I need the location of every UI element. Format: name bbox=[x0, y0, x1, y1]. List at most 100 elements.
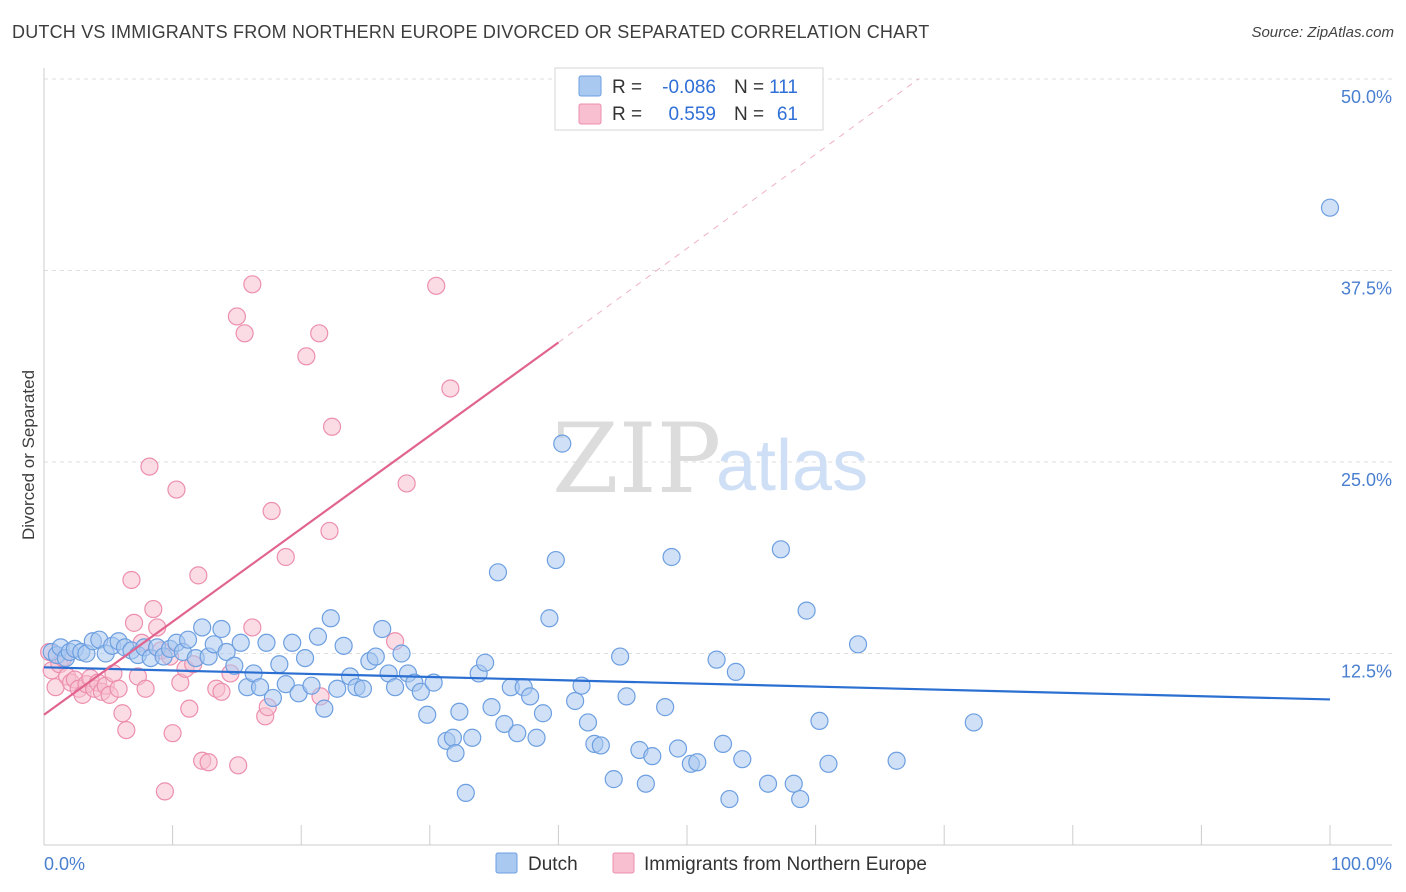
dutch-point bbox=[446, 743, 465, 763]
dutch-point bbox=[257, 633, 276, 652]
series-dutch bbox=[42, 198, 1340, 809]
dutch-point bbox=[193, 618, 212, 637]
dutch-point bbox=[707, 650, 726, 669]
legend-r-label: R = bbox=[612, 104, 642, 125]
dutch-point bbox=[328, 679, 347, 698]
immigrants-point bbox=[163, 724, 182, 743]
dutch-point bbox=[392, 644, 411, 663]
dutch-point bbox=[418, 705, 437, 724]
dutch-point bbox=[713, 734, 733, 753]
immigrants-trend-line bbox=[43, 341, 560, 716]
dutch-point bbox=[688, 753, 707, 772]
dutch-point bbox=[964, 713, 983, 732]
dutch-point bbox=[771, 540, 790, 559]
dutch-point bbox=[385, 678, 405, 697]
immigrants-point bbox=[180, 699, 199, 718]
dutch-point bbox=[887, 751, 906, 770]
immigrants-point bbox=[322, 417, 342, 436]
dutch-point bbox=[1320, 198, 1340, 217]
immigrants-point bbox=[109, 679, 128, 698]
immigrants-point bbox=[227, 307, 246, 326]
dutch-point bbox=[231, 633, 250, 652]
x-tick-label: 100.0% bbox=[1331, 854, 1392, 874]
dutch-point bbox=[373, 619, 392, 639]
immigrants-trend-extension bbox=[558, 78, 919, 343]
dutch-point bbox=[656, 698, 675, 717]
dutch-point bbox=[617, 687, 636, 706]
bottom-legend-swatch-immigrants bbox=[612, 852, 635, 874]
immigrants-point bbox=[189, 566, 208, 585]
dutch-point bbox=[366, 647, 385, 666]
legend-r-value: 0.559 bbox=[668, 104, 716, 125]
immigrants-point bbox=[212, 682, 231, 701]
dutch-point bbox=[604, 770, 623, 789]
dutch-point bbox=[302, 676, 321, 695]
dutch-point bbox=[424, 673, 443, 692]
immigrants-point bbox=[113, 704, 132, 723]
dutch-point bbox=[283, 633, 302, 652]
dutch-point bbox=[540, 609, 559, 628]
dutch-point bbox=[527, 728, 546, 747]
immigrants-point bbox=[262, 501, 281, 521]
y-tick-label: 37.5% bbox=[1341, 279, 1392, 299]
source-label: Source: ZipAtlas.com bbox=[1251, 24, 1394, 41]
legend-swatch-immigrants bbox=[578, 103, 602, 125]
dutch-point bbox=[546, 550, 565, 570]
dutch-point bbox=[643, 747, 662, 766]
dutch-point bbox=[443, 728, 463, 747]
dutch-point bbox=[733, 750, 752, 769]
dutch-point bbox=[250, 678, 270, 697]
dutch-point bbox=[334, 636, 353, 655]
immigrants-point bbox=[441, 379, 460, 398]
dutch-trend-line bbox=[43, 666, 1331, 701]
y-tick-label: 50.0% bbox=[1341, 87, 1392, 107]
legend-box: R = -0.086 N = 111 R = 0.559 N = 61 bbox=[554, 67, 824, 131]
watermark: ZIP atlas bbox=[552, 403, 868, 515]
dutch-point bbox=[848, 635, 868, 654]
dutch-point bbox=[578, 713, 598, 732]
dutch-point bbox=[521, 687, 540, 706]
dutch-point bbox=[791, 789, 810, 809]
series-immigrants bbox=[40, 275, 460, 801]
dutch-point bbox=[482, 698, 501, 717]
legend-r-value: -0.086 bbox=[662, 77, 716, 98]
immigrants-point bbox=[397, 474, 416, 493]
immigrants-point bbox=[117, 720, 136, 740]
dutch-point bbox=[720, 789, 739, 809]
immigrants-point bbox=[140, 457, 159, 476]
immigrants-point bbox=[122, 570, 141, 590]
axes bbox=[43, 68, 1392, 846]
dutch-point bbox=[178, 630, 198, 649]
dutch-point bbox=[553, 434, 572, 453]
legend-swatch-dutch bbox=[578, 75, 602, 97]
immigrants-point bbox=[136, 679, 155, 698]
immigrants-point bbox=[104, 664, 123, 683]
dutch-point bbox=[533, 704, 553, 723]
immigrants-point bbox=[427, 276, 446, 295]
dutch-point bbox=[797, 601, 816, 620]
dutch-point bbox=[463, 728, 482, 747]
y-tick-labels: 12.5% 25.0% 37.5% 50.0% bbox=[1341, 87, 1392, 682]
dutch-point bbox=[566, 691, 585, 711]
dutch-point bbox=[726, 662, 745, 681]
immigrants-point bbox=[155, 782, 174, 801]
dutch-point bbox=[495, 714, 514, 734]
legend-n-label: N = bbox=[734, 104, 764, 125]
legend-n-value: 61 bbox=[777, 104, 798, 125]
y-tick-label: 25.0% bbox=[1341, 470, 1392, 490]
legend-n-label: N = bbox=[734, 77, 764, 98]
dutch-point bbox=[784, 774, 803, 793]
y-tick-label: 12.5% bbox=[1341, 662, 1392, 682]
bottom-legend: Dutch Immigrants from Northern Europe bbox=[495, 852, 927, 875]
trend-lines bbox=[43, 78, 1331, 716]
immigrants-point bbox=[235, 324, 254, 343]
dutch-point bbox=[591, 736, 610, 755]
dutch-point bbox=[636, 774, 655, 793]
y-axis-label: Divorced or Separated bbox=[19, 370, 38, 540]
immigrants-point bbox=[310, 324, 329, 343]
dutch-point bbox=[456, 783, 475, 803]
dutch-point bbox=[611, 647, 630, 666]
immigrants-point bbox=[243, 275, 262, 294]
dutch-point bbox=[212, 619, 231, 639]
